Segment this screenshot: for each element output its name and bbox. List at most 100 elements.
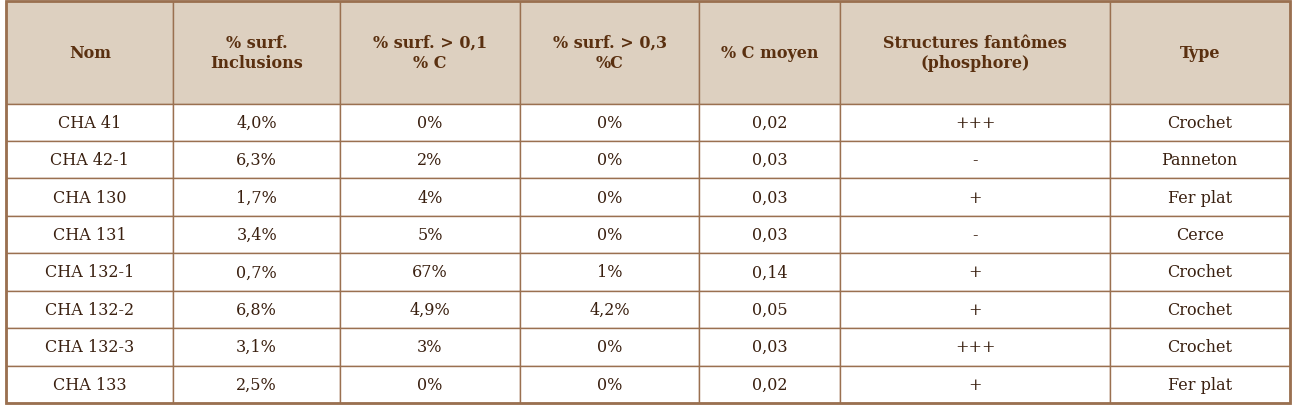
Bar — [1109, 291, 1290, 328]
Bar — [841, 328, 1109, 366]
Text: 0%: 0% — [597, 376, 622, 393]
Bar — [841, 2, 1109, 104]
Text: CHA 132-1: CHA 132-1 — [45, 264, 135, 281]
Bar — [520, 142, 700, 179]
Text: 5%: 5% — [417, 226, 443, 243]
Text: CHA 133: CHA 133 — [53, 376, 127, 393]
Text: CHA 131: CHA 131 — [53, 226, 127, 243]
Bar — [700, 366, 841, 403]
Bar — [520, 254, 700, 291]
Text: 0,05: 0,05 — [752, 301, 788, 318]
Bar — [700, 216, 841, 254]
Text: Crochet: Crochet — [1168, 339, 1232, 356]
Text: 4%: 4% — [417, 189, 442, 206]
Bar — [841, 142, 1109, 179]
Text: Cerce: Cerce — [1175, 226, 1223, 243]
Bar — [520, 2, 700, 104]
Text: 1%: 1% — [596, 264, 622, 281]
Text: 67%: 67% — [412, 264, 447, 281]
Text: 0%: 0% — [597, 339, 622, 356]
Text: % surf. > 0,3
%C: % surf. > 0,3 %C — [552, 35, 666, 71]
Bar — [841, 216, 1109, 254]
Text: 3,4%: 3,4% — [236, 226, 277, 243]
Text: CHA 132-2: CHA 132-2 — [45, 301, 135, 318]
Bar — [340, 254, 520, 291]
Bar — [841, 366, 1109, 403]
Bar — [700, 179, 841, 216]
Bar — [6, 366, 174, 403]
Text: % surf.
Inclusions: % surf. Inclusions — [210, 35, 303, 71]
Bar — [1109, 254, 1290, 291]
Text: 0,02: 0,02 — [752, 376, 788, 393]
Text: +++: +++ — [955, 115, 995, 131]
Text: 4,9%: 4,9% — [410, 301, 450, 318]
Text: 0,02: 0,02 — [752, 115, 788, 131]
Text: Crochet: Crochet — [1168, 115, 1232, 131]
Bar — [841, 254, 1109, 291]
Bar — [1109, 142, 1290, 179]
Text: Type: Type — [1179, 45, 1220, 62]
Bar — [174, 142, 340, 179]
Bar — [1109, 179, 1290, 216]
Bar — [6, 291, 174, 328]
Text: +++: +++ — [955, 339, 995, 356]
Text: +: + — [968, 301, 982, 318]
Text: 0,7%: 0,7% — [236, 264, 277, 281]
Text: 1,7%: 1,7% — [236, 189, 277, 206]
Bar — [340, 179, 520, 216]
Text: Structures fantômes
(phosphore): Structures fantômes (phosphore) — [884, 35, 1067, 71]
Bar — [841, 179, 1109, 216]
Text: 0%: 0% — [417, 115, 442, 131]
Text: Nom: Nom — [69, 45, 111, 62]
Bar — [520, 179, 700, 216]
Bar — [340, 216, 520, 254]
Bar — [6, 179, 174, 216]
Text: 4,2%: 4,2% — [590, 301, 630, 318]
Bar — [6, 104, 174, 142]
Bar — [174, 104, 340, 142]
Text: 4,0%: 4,0% — [236, 115, 277, 131]
Bar — [340, 366, 520, 403]
Text: CHA 130: CHA 130 — [53, 189, 127, 206]
Bar — [174, 366, 340, 403]
Bar — [340, 142, 520, 179]
Bar — [6, 216, 174, 254]
Text: 6,3%: 6,3% — [236, 152, 277, 169]
Bar — [700, 104, 841, 142]
Text: 0,03: 0,03 — [752, 152, 788, 169]
Bar — [1109, 328, 1290, 366]
Text: CHA 42-1: CHA 42-1 — [51, 152, 130, 169]
Bar — [520, 104, 700, 142]
Bar — [841, 291, 1109, 328]
Text: 0,03: 0,03 — [752, 339, 788, 356]
Text: 3,1%: 3,1% — [236, 339, 277, 356]
Bar — [700, 254, 841, 291]
Bar — [340, 2, 520, 104]
Text: % surf. > 0,1
% C: % surf. > 0,1 % C — [373, 35, 487, 71]
Bar — [6, 2, 174, 104]
Bar — [520, 366, 700, 403]
Bar — [174, 254, 340, 291]
Text: CHA 41: CHA 41 — [58, 115, 122, 131]
Bar — [1109, 216, 1290, 254]
Text: -: - — [972, 226, 978, 243]
Text: 0,03: 0,03 — [752, 226, 788, 243]
Bar — [6, 142, 174, 179]
Text: 0%: 0% — [417, 376, 442, 393]
Text: Fer plat: Fer plat — [1168, 189, 1231, 206]
Bar — [174, 216, 340, 254]
Bar — [6, 328, 174, 366]
Text: 0%: 0% — [597, 226, 622, 243]
Bar — [174, 179, 340, 216]
Bar — [1109, 366, 1290, 403]
Bar — [174, 2, 340, 104]
Text: 0,03: 0,03 — [752, 189, 788, 206]
Text: CHA 132-3: CHA 132-3 — [45, 339, 135, 356]
Text: Panneton: Panneton — [1161, 152, 1238, 169]
Bar — [340, 104, 520, 142]
Text: 0%: 0% — [597, 152, 622, 169]
Text: +: + — [968, 189, 982, 206]
Bar — [700, 291, 841, 328]
Text: 0%: 0% — [597, 189, 622, 206]
Bar — [520, 328, 700, 366]
